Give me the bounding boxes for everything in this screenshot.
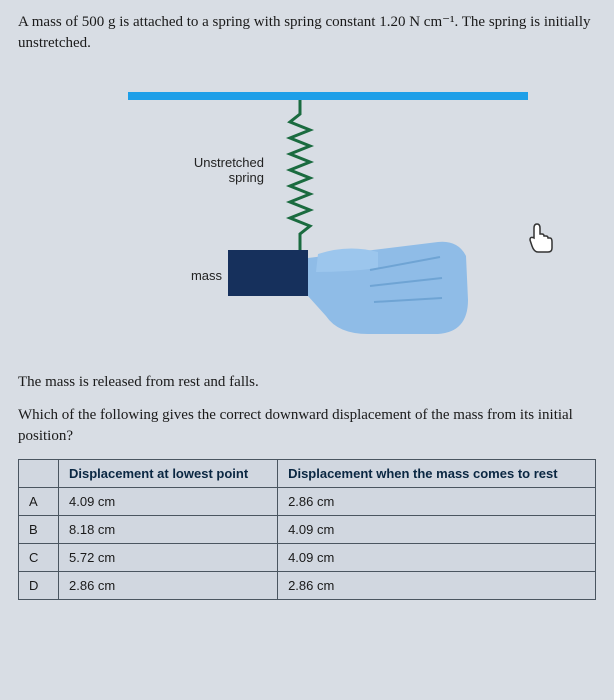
- table-row: B 8.18 cm 4.09 cm: [19, 516, 596, 544]
- table-header-lowest: Displacement at lowest point: [59, 460, 278, 488]
- spring-label-line2: spring: [229, 170, 264, 185]
- row-label-b: B: [19, 516, 59, 544]
- table-header-rest: Displacement when the mass comes to rest: [278, 460, 596, 488]
- cell: 4.09 cm: [59, 488, 278, 516]
- question-prompt: Which of the following gives the correct…: [18, 405, 596, 447]
- table-row: C 5.72 cm 4.09 cm: [19, 544, 596, 572]
- table-header-row: Displacement at lowest point Displacemen…: [19, 460, 596, 488]
- spring-label-line1: Unstretched: [194, 155, 264, 170]
- answer-table: Displacement at lowest point Displacemen…: [18, 459, 596, 600]
- spring-diagram: Unstretched spring mass: [18, 72, 596, 352]
- table-header-blank: [19, 460, 59, 488]
- ceiling-bar: [128, 92, 528, 100]
- cell: 2.86 cm: [278, 572, 596, 600]
- row-label-d: D: [19, 572, 59, 600]
- cell: 4.09 cm: [278, 544, 596, 572]
- mass-block: [228, 250, 308, 296]
- cursor-icon: [530, 224, 552, 252]
- cell: 5.72 cm: [59, 544, 278, 572]
- problem-statement: A mass of 500 g is attached to a spring …: [18, 12, 596, 54]
- cell: 4.09 cm: [278, 516, 596, 544]
- hand-shape: [308, 242, 468, 334]
- cell: 2.86 cm: [59, 572, 278, 600]
- row-label-c: C: [19, 544, 59, 572]
- table-row: D 2.86 cm 2.86 cm: [19, 572, 596, 600]
- mass-label: mass: [191, 268, 223, 283]
- cell: 2.86 cm: [278, 488, 596, 516]
- table-row: A 4.09 cm 2.86 cm: [19, 488, 596, 516]
- row-label-a: A: [19, 488, 59, 516]
- spring-path: [290, 100, 310, 250]
- release-statement: The mass is released from rest and falls…: [18, 372, 596, 393]
- cell: 8.18 cm: [59, 516, 278, 544]
